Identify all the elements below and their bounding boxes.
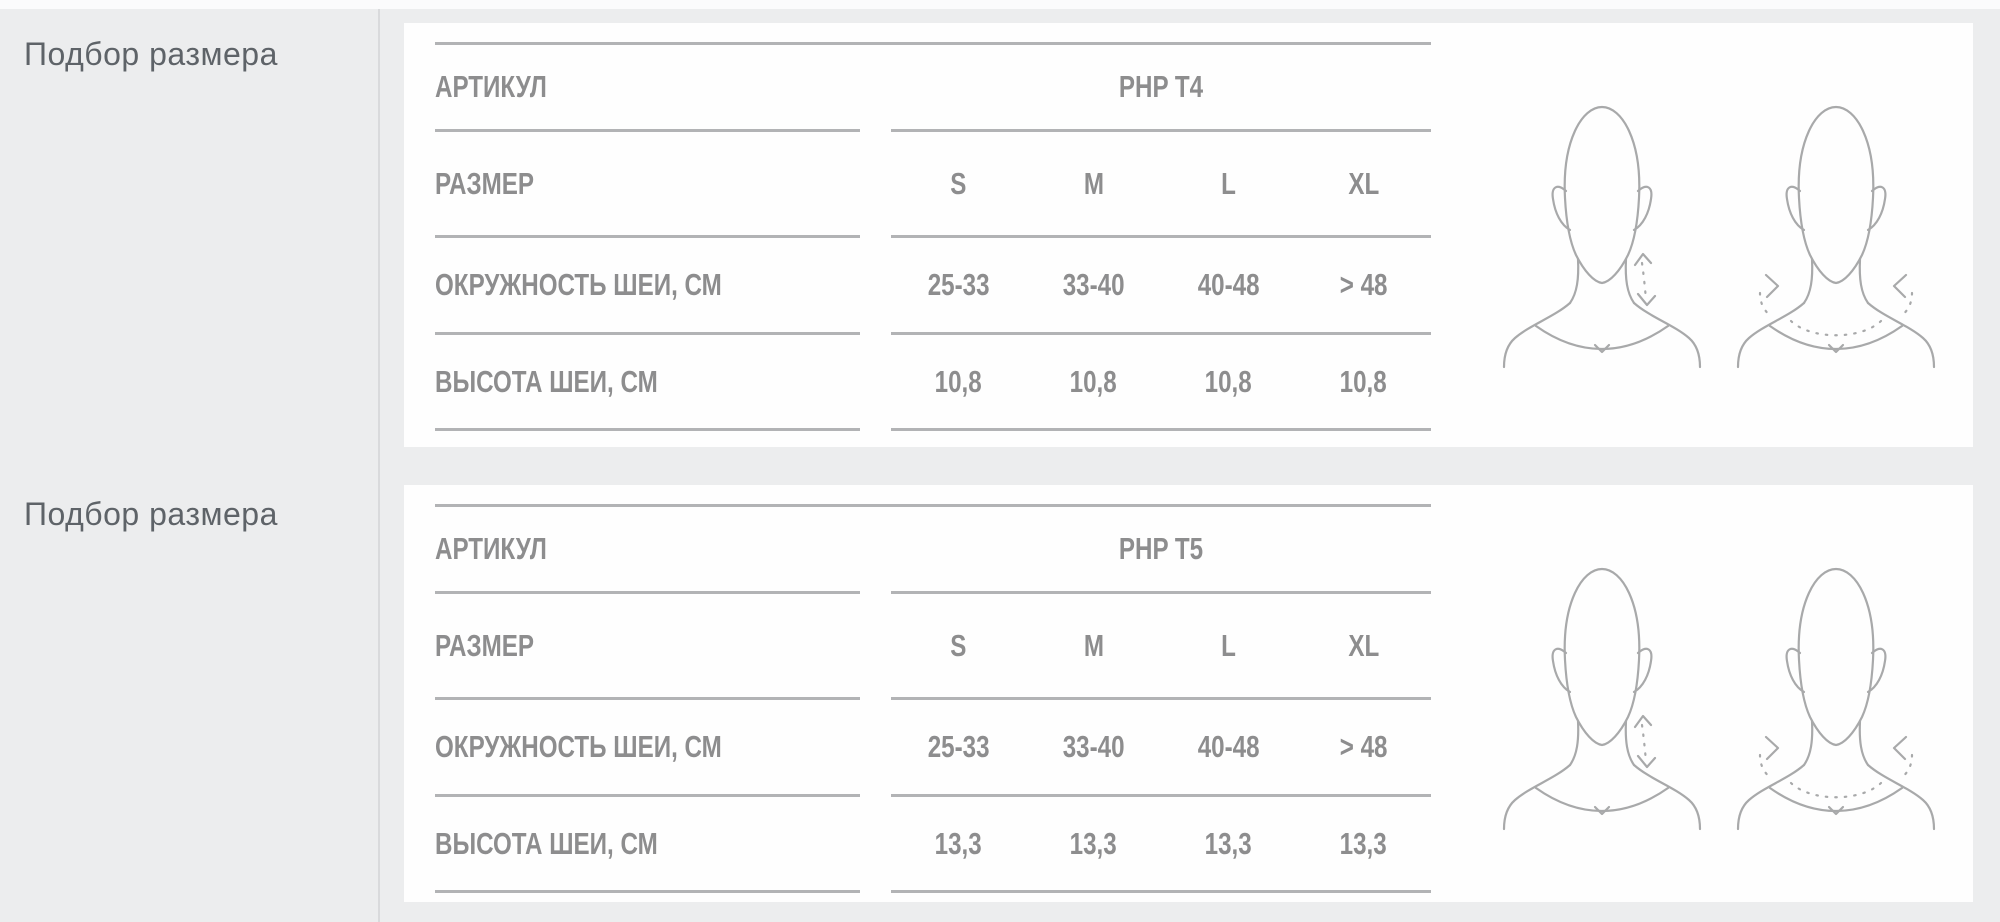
table-row-article: АРТИКУЛ PHP T5 xyxy=(435,507,1431,594)
row-label: РАЗМЕР xyxy=(435,165,535,201)
size-value: M xyxy=(1083,627,1104,663)
cell-value: 13,3 xyxy=(1069,825,1118,861)
neck-circumference-measurement-illustration xyxy=(1736,105,1936,369)
cell-value: 13,3 xyxy=(1204,825,1253,861)
table-row-neck-circumference: ОКРУЖНОСТЬ ШЕИ, СМ 25-33 33-40 40-48 > 4… xyxy=(435,238,1431,335)
table-row-neck-circumference: ОКРУЖНОСТЬ ШЕИ, СМ 25-33 33-40 40-48 > 4… xyxy=(435,700,1431,797)
cell-value: 10,8 xyxy=(1339,363,1388,399)
section-title-size-selection-2: Подбор размера xyxy=(24,496,278,532)
cell-value: 10,8 xyxy=(1069,363,1118,399)
table-row-neck-height: ВЫСОТА ШЕИ, СМ 13,3 13,3 13,3 13,3 xyxy=(435,797,1431,893)
cell-value: 40-48 xyxy=(1197,267,1260,302)
article-value: PHP T4 xyxy=(1118,69,1204,104)
cell-value: 13,3 xyxy=(934,825,983,861)
neck-height-measurement-illustration xyxy=(1502,567,1702,831)
article-label: АРТИКУЛ xyxy=(435,531,547,566)
row-label: ОКРУЖНОСТЬ ШЕИ, СМ xyxy=(435,729,722,764)
size-value: M xyxy=(1083,165,1104,201)
cell-value: > 48 xyxy=(1339,729,1388,764)
size-value: L xyxy=(1221,165,1236,201)
cell-value: 33-40 xyxy=(1062,729,1125,764)
neck-circumference-measurement-illustration xyxy=(1736,567,1936,831)
size-value: S xyxy=(950,627,967,663)
row-label: ОКРУЖНОСТЬ ШЕИ, СМ xyxy=(435,267,722,302)
cell-value: > 48 xyxy=(1339,267,1388,302)
cell-value: 13,3 xyxy=(1339,825,1388,861)
size-table: АРТИКУЛ PHP T5 РАЗМЕР S M L XL ОКРУЖНОСТ… xyxy=(435,504,1431,893)
row-label: РАЗМЕР xyxy=(435,627,535,663)
table-row-size: РАЗМЕР S M L XL xyxy=(435,594,1431,700)
cell-value: 25-33 xyxy=(927,267,990,302)
cell-value: 10,8 xyxy=(1204,363,1253,399)
size-value: L xyxy=(1221,627,1236,663)
size-table: АРТИКУЛ PHP T4 РАЗМЕР S M L XL ОКРУЖНОСТ… xyxy=(435,42,1431,431)
left-column-divider xyxy=(378,9,380,922)
cell-value: 40-48 xyxy=(1197,729,1260,764)
neck-height-measurement-illustration xyxy=(1502,105,1702,369)
cell-value: 10,8 xyxy=(934,363,983,399)
row-label: ВЫСОТА ШЕИ, СМ xyxy=(435,825,658,861)
article-value: PHP T5 xyxy=(1118,531,1204,566)
measurement-illustrations xyxy=(1502,555,1936,840)
table-row-neck-height: ВЫСОТА ШЕИ, СМ 10,8 10,8 10,8 10,8 xyxy=(435,335,1431,431)
size-table-panel-php-t4: АРТИКУЛ PHP T4 РАЗМЕР S M L XL ОКРУЖНОСТ… xyxy=(404,23,1973,447)
size-value: XL xyxy=(1348,627,1379,663)
cell-value: 33-40 xyxy=(1062,267,1125,302)
section-title-size-selection-1: Подбор размера xyxy=(24,36,278,72)
size-value: S xyxy=(950,165,967,201)
size-value: XL xyxy=(1348,165,1379,201)
table-row-article: АРТИКУЛ PHP T4 xyxy=(435,45,1431,132)
table-row-size: РАЗМЕР S M L XL xyxy=(435,132,1431,238)
row-label: ВЫСОТА ШЕИ, СМ xyxy=(435,363,658,399)
measurement-illustrations xyxy=(1502,93,1936,378)
top-edge-strip xyxy=(0,0,2000,9)
article-label: АРТИКУЛ xyxy=(435,69,547,104)
cell-value: 25-33 xyxy=(927,729,990,764)
size-table-panel-php-t5: АРТИКУЛ PHP T5 РАЗМЕР S M L XL ОКРУЖНОСТ… xyxy=(404,485,1973,902)
